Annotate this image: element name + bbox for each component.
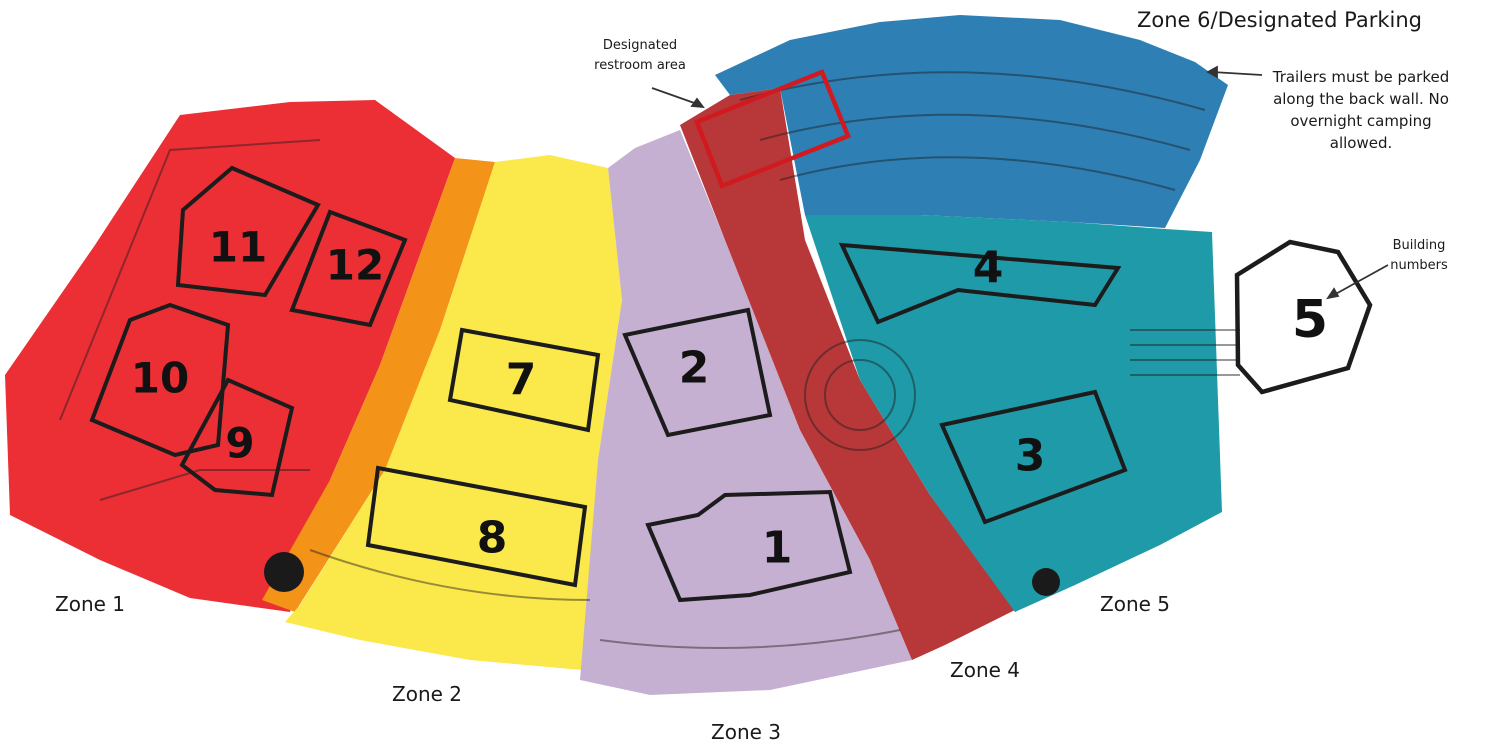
restroom-annotation: Designated restroom area xyxy=(594,38,686,73)
building-number-3: 3 xyxy=(1015,431,1046,482)
floorplan-lines xyxy=(59,71,1240,649)
orange-band xyxy=(262,158,495,612)
building-number-1: 1 xyxy=(762,523,793,574)
marker-zone5 xyxy=(1032,568,1060,596)
building-1-outline xyxy=(645,489,853,603)
zone-6-area xyxy=(715,15,1228,228)
building-3-outline xyxy=(939,389,1128,525)
building-5-outline xyxy=(1234,239,1373,395)
building-2-outline xyxy=(622,307,773,438)
building-outlines xyxy=(89,165,1373,603)
trailer-annotation: Trailers must be parked along the back w… xyxy=(1272,68,1450,152)
zone-3-area xyxy=(580,130,912,695)
building-number-7: 7 xyxy=(506,355,537,406)
building-number-2: 2 xyxy=(679,343,710,394)
building-4-outline xyxy=(838,242,1122,325)
building-number-11: 11 xyxy=(209,223,267,272)
building-12-outline xyxy=(289,209,408,328)
zone-6-title: Zone 6/Designated Parking xyxy=(1137,8,1422,32)
building-number-10: 10 xyxy=(131,354,189,403)
building-7-outline xyxy=(447,327,601,433)
building-number-8: 8 xyxy=(477,513,508,564)
building-numbers-annotation: Building numbers xyxy=(1390,238,1448,273)
zone-4-label: Zone 4 xyxy=(950,658,1020,682)
zone-1-area xyxy=(5,100,455,612)
zone-5-area xyxy=(805,215,1222,612)
building-number-9: 9 xyxy=(225,419,254,468)
zone-2-label: Zone 2 xyxy=(392,682,462,706)
marker-zone1 xyxy=(264,552,304,592)
zone-1-label: Zone 1 xyxy=(55,592,125,616)
annotation-arrows xyxy=(651,65,1389,300)
building-10-outline xyxy=(89,302,231,458)
zone-4-area xyxy=(680,88,1015,660)
building-number-12: 12 xyxy=(326,241,384,290)
restroom-box xyxy=(694,69,851,189)
zone-3-label: Zone 3 xyxy=(711,720,781,744)
building-8-outline xyxy=(365,465,588,588)
building-number-4: 4 xyxy=(973,243,1004,294)
building-number-5: 5 xyxy=(1292,290,1328,350)
zone-5-label: Zone 5 xyxy=(1100,592,1170,616)
building-11-outline xyxy=(175,165,321,298)
building-9-outline xyxy=(179,377,295,498)
